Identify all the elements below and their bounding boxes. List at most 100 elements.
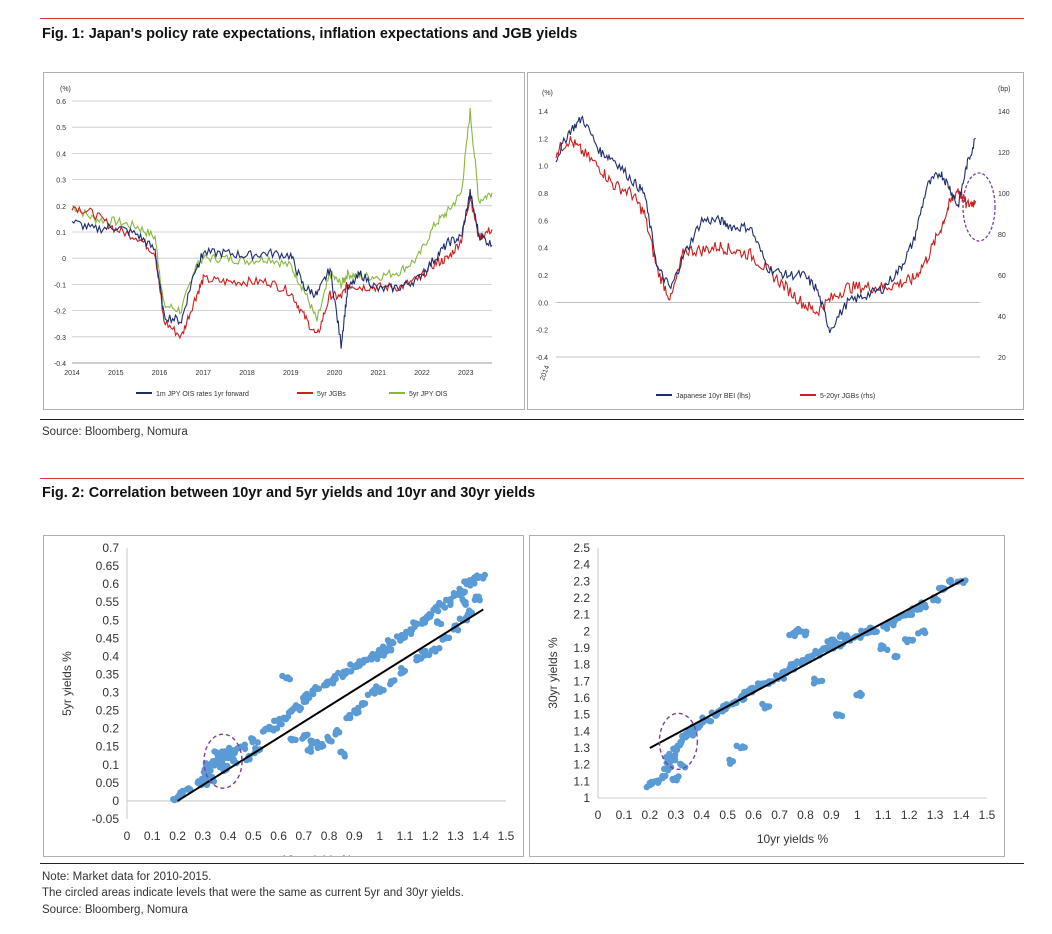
fig2-left-panel: 0.7 0.65 0.6 0.55 0.5 0.45 0.4 0.35 0.3 0.25 0.2 0.…: [43, 535, 524, 867]
fig2-right-scatter-point: [826, 643, 833, 651]
y-tick-label-right: 40: [998, 314, 1006, 321]
x-tick-label: 2022: [414, 370, 430, 377]
fig2-right-scatter-point: [805, 654, 812, 662]
fig2-left-scatter-point: [461, 578, 468, 585]
fig2-left-y-tick-label: 0.55: [96, 595, 120, 609]
fig2-right-scatter-point: [838, 712, 846, 720]
y-tick-label: 0.4: [56, 151, 66, 158]
y-tick-label-right: 20: [998, 355, 1006, 362]
fig2-right-scatter-point: [655, 777, 663, 784]
fig2-right-y-tick-label: 1.2: [573, 758, 590, 772]
fig2-right-y-tick-label: 1.8: [573, 658, 590, 672]
fig2-left-y-tick-label: 0.1: [102, 758, 119, 772]
fig2-left-scatter-point: [342, 670, 349, 677]
fig2-left-scatter-point: [445, 634, 453, 641]
fig2-right-y-tick-label: 1.7: [573, 674, 590, 688]
fig2-left-y-axis-title: 5yr yields %: [60, 651, 74, 716]
fig2-left-x-tick-label: 1.4: [472, 829, 489, 843]
fig2-left-scatter-point: [456, 615, 464, 622]
fig2-right-scatter-point: [818, 677, 826, 684]
fig2-left-y-tick-label: 0: [112, 794, 119, 808]
fig2-left-scatter-point: [273, 725, 281, 732]
y-tick-label: -0.4: [54, 361, 66, 368]
fig2-left-y-tick-label: 0.45: [96, 631, 120, 645]
fig2-right-highlight-circle: [658, 712, 699, 771]
y-tick-label: 0.3: [56, 178, 66, 185]
y-tick-label-left: 0.8: [538, 191, 548, 198]
fig2-right-y-tick-label: 2.1: [573, 608, 590, 622]
fig2-right-scatter-point: [884, 646, 891, 653]
fig2-left-scatter-point: [328, 738, 335, 745]
fig2-left-chart: 0.7 0.65 0.6 0.55 0.5 0.45 0.4 0.35 0.3 0.25 0.2 0.…: [60, 541, 515, 867]
fig2-left-scatter-point: [473, 572, 481, 579]
fig2-left-scatter-point: [278, 720, 285, 728]
fig2-right-scatter-point: [689, 732, 697, 739]
fig2-left-scatter-point: [206, 773, 214, 780]
fig2-right-scatter-point: [934, 597, 941, 604]
fig2-right-scatter-point: [803, 628, 810, 635]
legend-label: 5yr JPY OIS: [409, 391, 448, 398]
fig2-left-scatter-point: [388, 678, 395, 685]
fig2-right-x-tick-label: 0.3: [667, 808, 684, 822]
fig2-left-scatter-point: [226, 744, 233, 752]
fig2-left-scatter-point: [371, 690, 378, 697]
fig2-right-scatter-point: [695, 722, 702, 729]
fig2-right-scatter-point: [671, 757, 679, 764]
fig2-right-scatter-point: [666, 750, 673, 758]
fig2-right-y-tick-label: 2.5: [573, 541, 590, 555]
fig2-left-x-tick-label: 1.5: [498, 829, 515, 843]
fig2-right-y-tick-label: 2: [583, 624, 590, 638]
fig2-source: Source: Bloomberg, Nomura: [42, 904, 188, 916]
fig2-right-scatter-point: [946, 577, 953, 585]
fig2-left-scatter-point: [282, 715, 289, 722]
y-tick-label-left: 1.0: [538, 164, 548, 171]
fig2-left-scatter-point: [390, 639, 397, 647]
fig2-left-scatter-point: [399, 668, 407, 676]
fig2-right-x-tick-label: 0: [595, 808, 602, 822]
fig2-right-scatter-point: [858, 627, 865, 634]
y-tick-label: -0.2: [54, 309, 66, 316]
fig2-right-scatter-point: [707, 718, 715, 725]
fig2-left-scatter-point: [410, 619, 417, 626]
fig2-left-x-tick-label: 1.3: [447, 829, 464, 843]
fig1-left-unit-label: (%): [60, 86, 71, 93]
fig2-right-panel: 2.5 2.4 2.3 2.2 2.1 2 1.9 1.8 1.7 1.6 1.5 1.4 1.3 1.2…: [529, 535, 1005, 857]
fig2-right-scatter-point: [733, 742, 740, 749]
fig2-left-y-tick-label: 0.5: [102, 613, 119, 627]
fig2-left-scatter-point: [441, 604, 449, 611]
fig2-left-y-tick-label: 0.6: [102, 577, 119, 591]
fig2-right-scatter-point: [793, 658, 801, 665]
fig2-left-scatter-point: [287, 735, 294, 743]
y-tick-label-left: 0.2: [538, 273, 548, 280]
fig2-left-scatter-point: [475, 593, 482, 600]
fig2-right-x-tick-label: 1.1: [875, 808, 892, 822]
fig2-note-line2: The circled areas indicate levels that w…: [42, 887, 464, 899]
fig2-right-y-tick-label: 2.4: [573, 558, 590, 572]
fig2-left-trendline: [177, 608, 484, 802]
y-tick-label: 0.2: [56, 204, 66, 211]
fig2-left-scatter-point: [462, 601, 469, 608]
fig2-right-y-tick-label: 1: [583, 791, 590, 805]
fig2-left-scatter-point: [307, 748, 315, 755]
fig2-right-scatter-point: [921, 629, 929, 637]
fig2-right-scatter-point: [786, 631, 793, 639]
fig2-right-x-tick-label: 1.5: [979, 808, 996, 822]
fig2-right-scatter-point: [662, 772, 669, 780]
fig2-left-x-tick-label: 0.8: [321, 829, 338, 843]
legend-label: 5yr JGBs: [317, 391, 346, 398]
fig2-left-scatter-point: [224, 753, 232, 760]
fig2-left-x-tick-label: 1.2: [422, 829, 439, 843]
fig2-right-scatter-point: [901, 636, 909, 643]
x-tick-label: 2021: [370, 370, 386, 377]
y-tick-label-right: 140: [998, 109, 1010, 116]
y-tick-label-left: 1.4: [538, 109, 548, 116]
fig2-right-y-tick-label: 1.5: [573, 708, 590, 722]
fig2-left-y-tick-label: 0.35: [96, 667, 120, 681]
fig2-left-x-axis-title: 10yr yields %: [281, 853, 353, 856]
fig2-left-scatter-point: [413, 654, 420, 661]
fig2-right-scatter-point: [877, 645, 884, 653]
fig2-left-x-tick-label: 0.6: [270, 829, 287, 843]
fig2-left-scatter-point: [310, 686, 317, 694]
x-tick-label: 2017: [195, 370, 211, 377]
fig2-left-scatter-point: [374, 655, 381, 663]
